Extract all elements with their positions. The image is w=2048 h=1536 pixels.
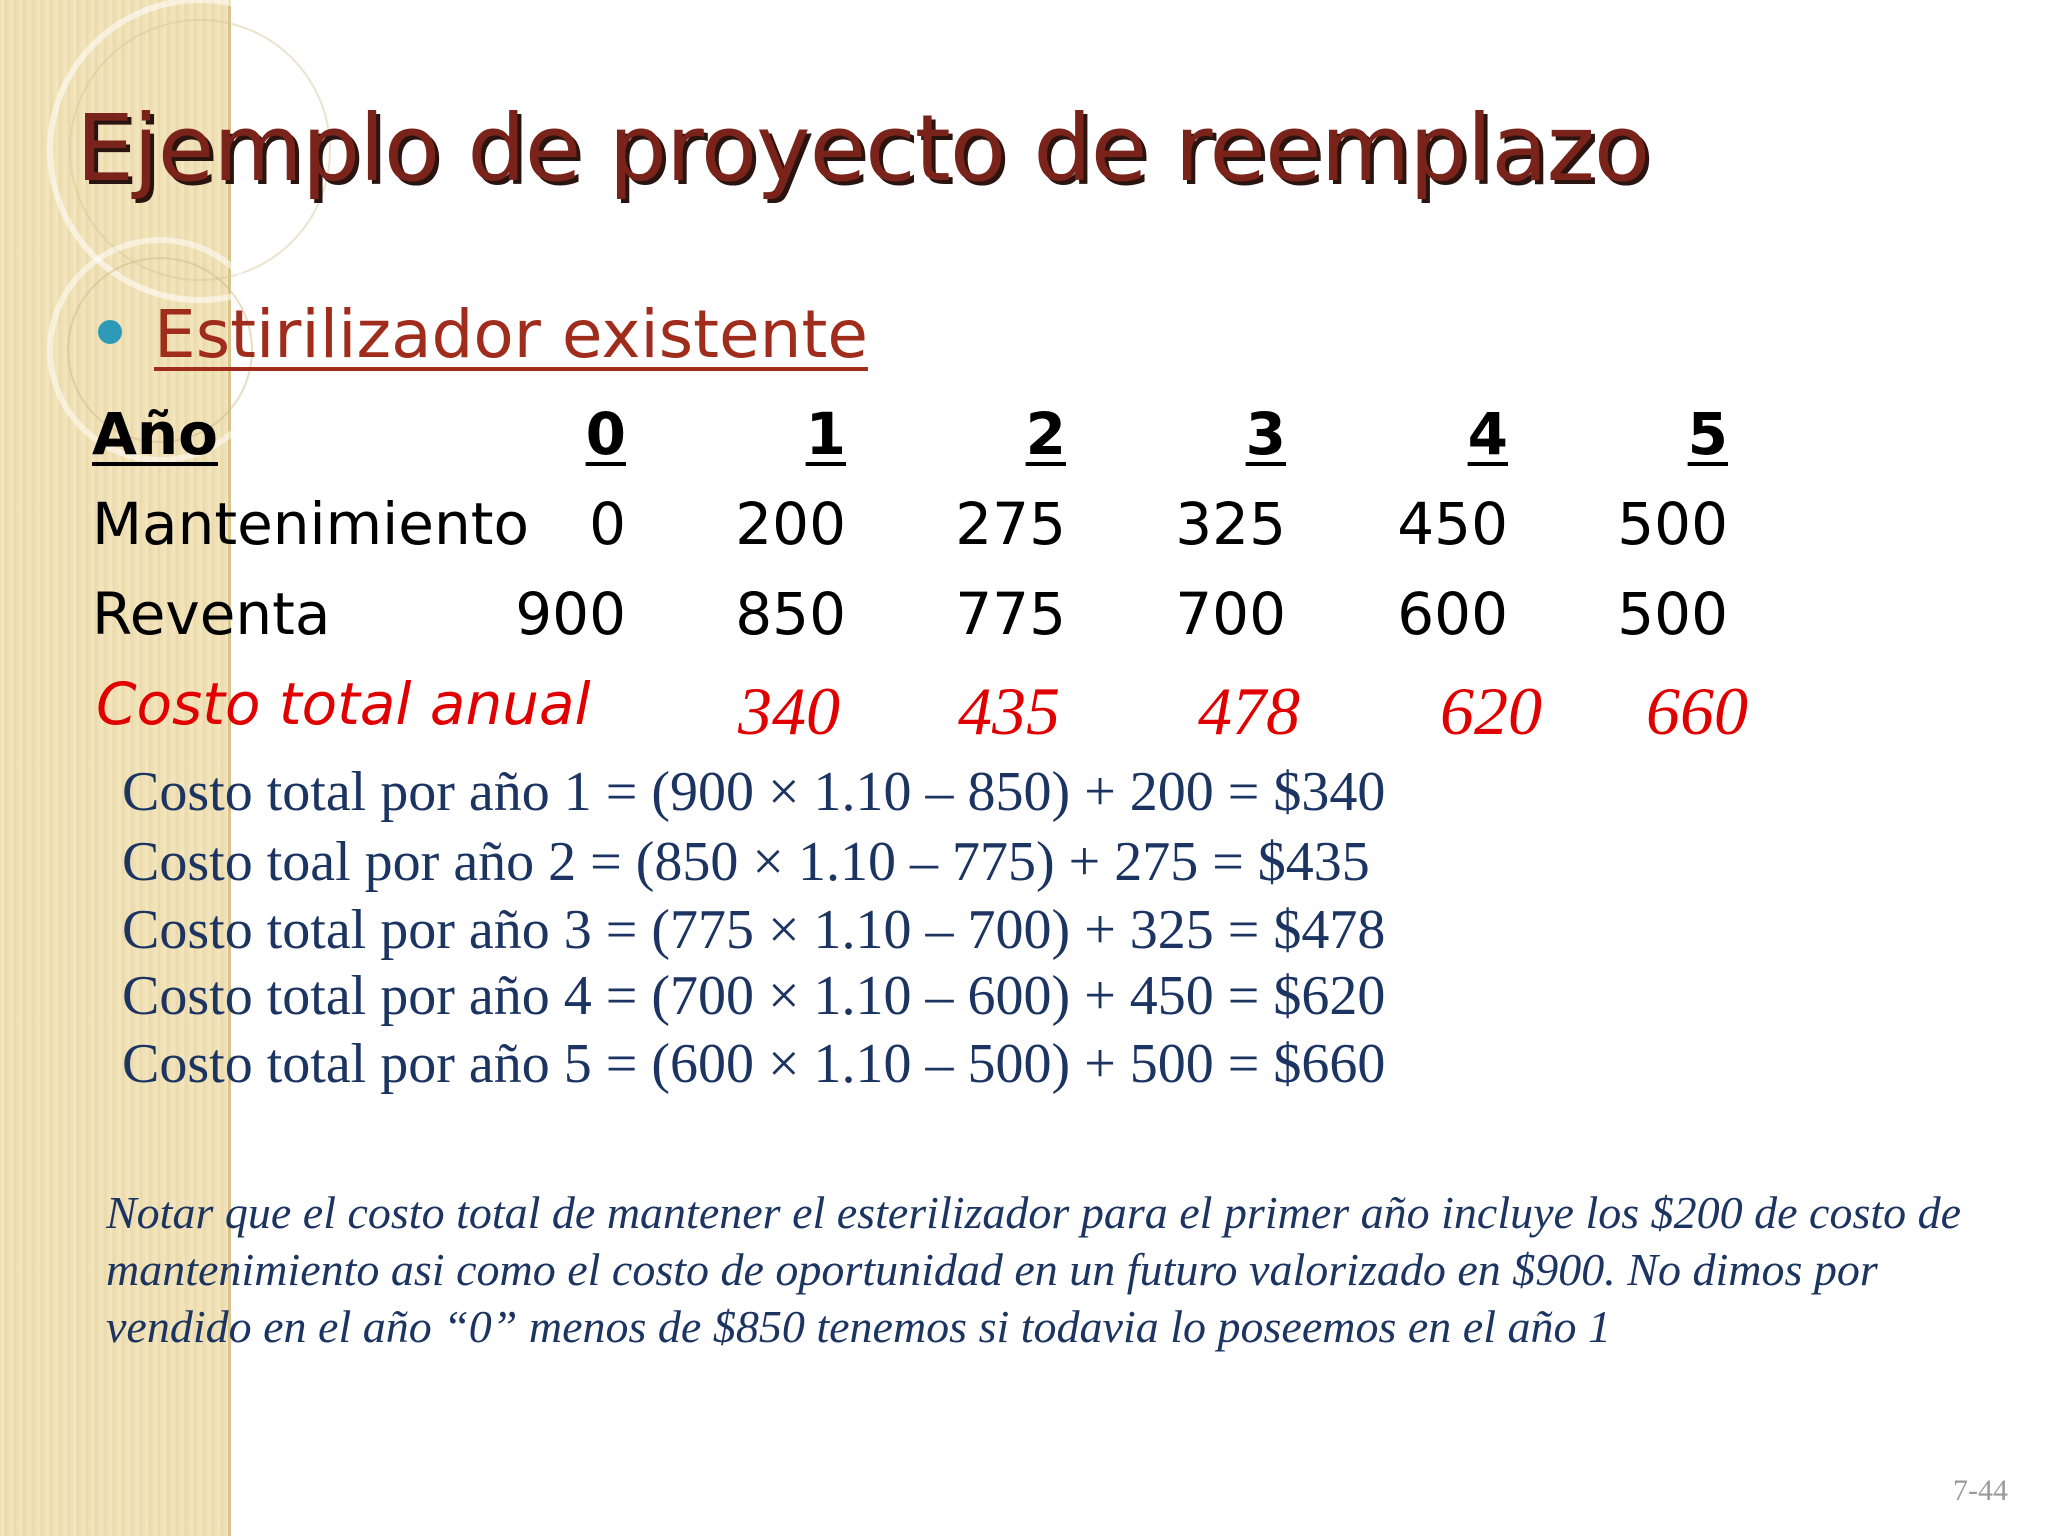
row-label-mantenimiento: Mantenimiento <box>92 490 529 558</box>
year-header: 2 <box>1025 400 1066 468</box>
table-cell: 0 <box>589 490 626 558</box>
year-header: 1 <box>805 400 846 468</box>
total-cost-value: 478 <box>1198 673 1300 749</box>
calculation-line: Costo total por año 4 = (700 × 1.10 – 60… <box>122 965 1386 1027</box>
year-header-label: Año <box>92 400 219 468</box>
table-cell: 900 <box>515 580 626 648</box>
total-cost-value: 340 <box>738 673 840 749</box>
calculation-line: Costo total por año 3 = (775 × 1.10 – 70… <box>122 899 1386 961</box>
table-cell: 500 <box>1617 490 1728 558</box>
calculation-line: Costo total por año 5 = (600 × 1.10 – 50… <box>122 1033 1386 1095</box>
year-header: 5 <box>1687 400 1728 468</box>
table-cell: 200 <box>735 490 846 558</box>
total-cost-label: Costo total anual <box>96 670 591 738</box>
row-label-reventa: Reventa <box>92 580 331 648</box>
year-header: 4 <box>1467 400 1508 468</box>
table-cell: 500 <box>1617 580 1728 648</box>
table-cell: 325 <box>1175 490 1286 558</box>
bullet-icon <box>98 320 122 344</box>
slide-title: Ejemplo de proyecto de reemplazo <box>76 95 1650 202</box>
table-cell: 850 <box>735 580 846 648</box>
table-cell: 700 <box>1175 580 1286 648</box>
table-cell: 600 <box>1397 580 1508 648</box>
calculation-line: Costo total por año 1 = (900 × 1.10 – 85… <box>122 761 1386 823</box>
table-cell: 775 <box>955 580 1066 648</box>
table-cell: 450 <box>1397 490 1508 558</box>
page-number: 7-44 <box>1953 1474 2008 1507</box>
total-cost-value: 620 <box>1440 673 1542 749</box>
year-header: 0 <box>585 400 626 468</box>
total-cost-value: 660 <box>1646 673 1748 749</box>
table-cell: 275 <box>955 490 1066 558</box>
explanatory-note: Notar que el costo total de mantener el … <box>106 1187 1962 1352</box>
section-subtitle: Estirilizador existente <box>154 296 868 373</box>
year-header: 3 <box>1245 400 1286 468</box>
total-cost-value: 435 <box>958 673 1060 749</box>
calculation-line: Costo toal por año 2 = (850 × 1.10 – 775… <box>122 831 1370 893</box>
